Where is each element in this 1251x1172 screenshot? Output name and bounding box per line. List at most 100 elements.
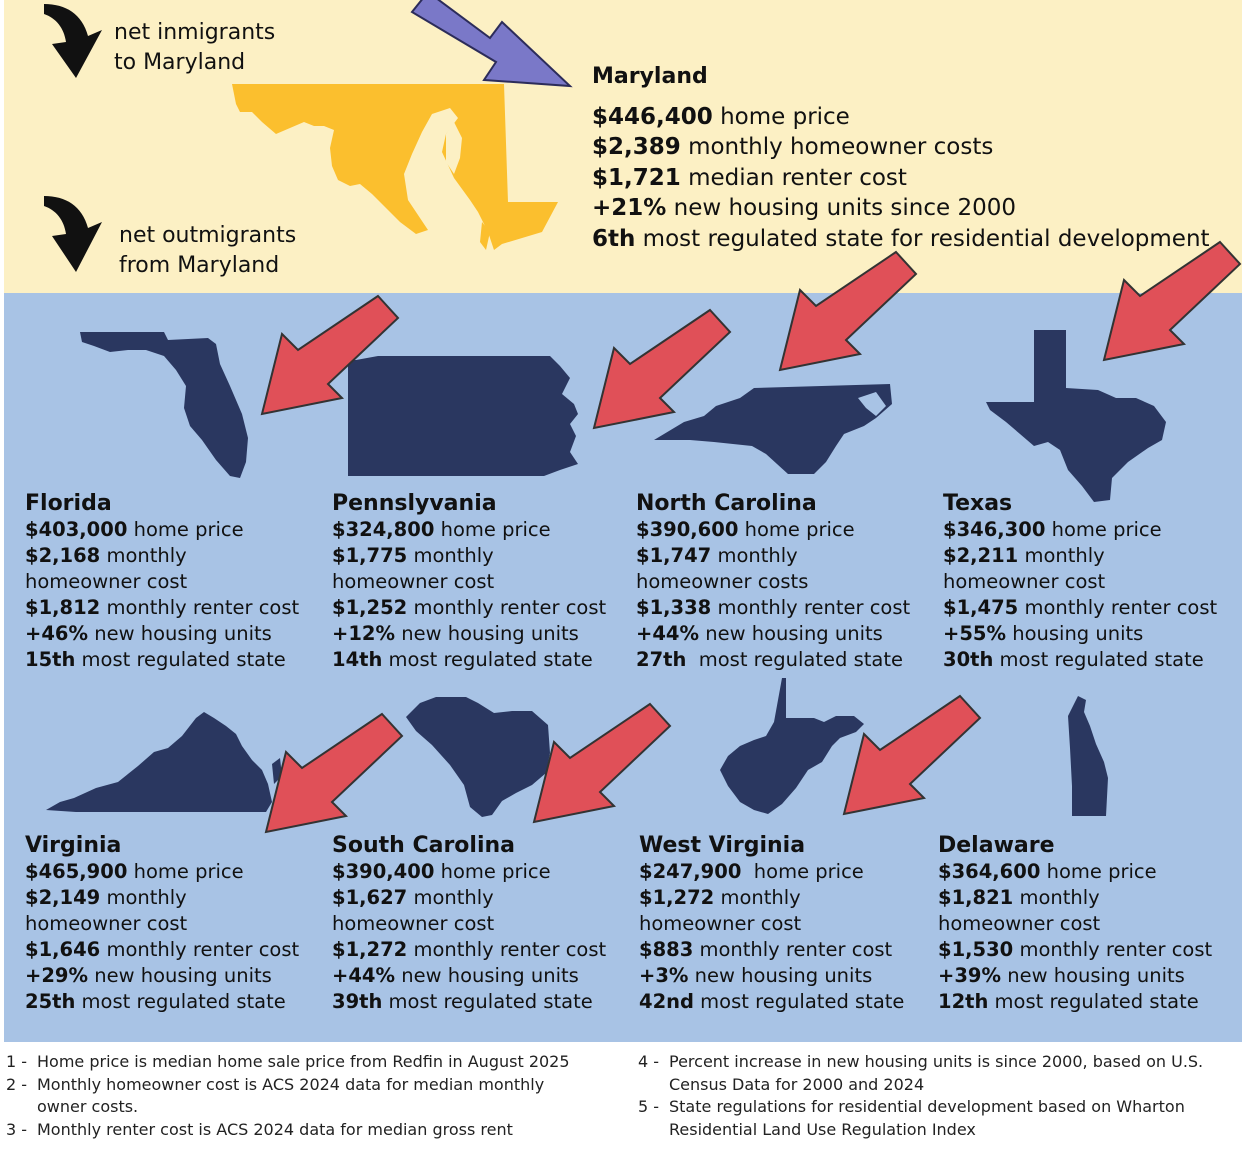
state-renter-cost: $1,812 monthly renter cost — [25, 596, 300, 619]
state-renter-cost: $1,272 monthly renter cost — [332, 938, 607, 961]
inmigrants-legend: net inmigrants to Maryland — [114, 20, 276, 75]
maryland-title: Maryland — [592, 64, 708, 89]
footnote: 1 - Home price is median home sale price … — [6, 1052, 570, 1071]
state-pennsylvania: Pennslyvania $324,800 home price $1,775 … — [332, 490, 606, 673]
state-west-virginia: West Virginia $247,900 home price $1,272… — [639, 832, 904, 1015]
state-owner-cost: $2,168 monthly — [25, 544, 187, 567]
outmigrant-arrow-pennsylvania-icon — [592, 308, 732, 430]
state-renter-cost: $1,338 monthly renter cost — [636, 596, 911, 619]
state-housing-units: +29% new housing units — [25, 964, 272, 987]
outmigrant-arrow-texas-icon — [1102, 240, 1242, 362]
maryland-owner-cost: $2,389 monthly homeowner costs — [592, 134, 994, 161]
state-owner-cost: $1,747 monthly — [636, 544, 798, 567]
state-florida: Florida $403,000 home price $2,168 month… — [25, 490, 299, 673]
state-renter-cost: $883 monthly renter cost — [639, 938, 893, 961]
state-owner-cost-label: homeowner cost — [639, 912, 802, 935]
state-regulation: 14th most regulated state — [332, 648, 593, 671]
state-regulation: 27th most regulated state — [636, 648, 903, 671]
state-name: Virginia — [25, 833, 122, 858]
state-regulation: 25th most regulated state — [25, 990, 286, 1013]
inmigrant-arrow-icon — [410, 0, 573, 88]
state-owner-cost-label: homeowner cost — [25, 912, 188, 935]
outmigrant-arrow-south-carolina-icon — [532, 702, 672, 824]
state-owner-cost-label: homeowner costs — [636, 570, 809, 593]
state-housing-units: +44% new housing units — [332, 964, 579, 987]
state-home-price: $403,000 home price — [25, 518, 244, 541]
state-home-price: $390,600 home price — [636, 518, 855, 541]
pennsylvania-map — [348, 356, 578, 476]
state-home-price: $247,900 home price — [639, 860, 864, 883]
state-owner-cost: $1,775 monthly — [332, 544, 494, 567]
state-name: Texas — [943, 491, 1013, 516]
state-name: Pennslyvania — [332, 491, 497, 516]
state-housing-units: +12% new housing units — [332, 622, 579, 645]
state-owner-cost-label: homeowner cost — [938, 912, 1101, 935]
texas-map — [986, 330, 1166, 502]
south-carolina-map — [406, 697, 550, 817]
state-name: West Virginia — [639, 833, 806, 858]
inmigrants-legend-arrow-icon — [44, 4, 102, 78]
delaware-map — [1068, 696, 1108, 816]
state-housing-units: +46% new housing units — [25, 622, 272, 645]
state-texas: Texas $346,300 home price $2,211 monthly… — [943, 490, 1217, 673]
state-housing-units: +55% housing units — [943, 622, 1144, 645]
state-home-price: $390,400 home price — [332, 860, 551, 883]
state-home-price: $465,900 home price — [25, 860, 244, 883]
state-owner-cost: $2,149 monthly — [25, 886, 187, 909]
state-renter-cost: $1,646 monthly renter cost — [25, 938, 300, 961]
state-name: Delaware — [938, 833, 1055, 858]
state-owner-cost: $1,627 monthly — [332, 886, 494, 909]
state-name: North Carolina — [636, 491, 817, 516]
footnote: 3 - Monthly renter cost is ACS 2024 data … — [6, 1119, 513, 1139]
state-owner-cost: $2,211 monthly — [943, 544, 1105, 567]
state-housing-units: +3% new housing units — [639, 964, 873, 987]
florida-map — [80, 332, 248, 478]
footnote: 5 - State regulations for residential dev… — [638, 1097, 1185, 1139]
state-owner-cost: $1,821 monthly — [938, 886, 1100, 909]
state-housing-units: +39% new housing units — [938, 964, 1185, 987]
state-regulation: 39th most regulated state — [332, 990, 593, 1013]
north-carolina-map — [654, 384, 892, 474]
state-regulation: 30th most regulated state — [943, 648, 1204, 671]
footnotes-right: 4 - Percent increase in new housing units… — [638, 1051, 1238, 1141]
state-name: South Carolina — [332, 833, 516, 858]
maryland-regulation: 6th most regulated state for residential… — [592, 225, 1210, 252]
footnote: 4 - Percent increase in new housing units… — [638, 1052, 1204, 1094]
maryland-renter-cost: $1,721 median renter cost — [592, 164, 907, 191]
state-owner-cost-label: homeowner cost — [943, 570, 1106, 593]
state-home-price: $324,800 home price — [332, 518, 551, 541]
state-owner-cost-label: homeowner cost — [332, 570, 495, 593]
outmigrant-arrow-virginia-icon — [264, 712, 404, 834]
footnotes-left: 1 - Home price is median home sale price … — [6, 1051, 606, 1141]
outmigrant-arrow-west-virginia-icon — [842, 694, 982, 816]
state-home-price: $364,600 home price — [938, 860, 1157, 883]
maryland-home-price: $446,400 home price — [592, 104, 850, 130]
state-north-carolina: North Carolina $390,600 home price $1,74… — [636, 490, 910, 673]
state-name: Florida — [25, 491, 112, 516]
state-regulation: 42nd most regulated state — [639, 990, 905, 1013]
state-owner-cost-label: homeowner cost — [25, 570, 188, 593]
maryland-housing-units: +21% new housing units since 2000 — [592, 195, 1017, 222]
state-renter-cost: $1,252 monthly renter cost — [332, 596, 607, 619]
state-home-price: $346,300 home price — [943, 518, 1162, 541]
state-virginia: Virginia $465,900 home price $2,149 mont… — [25, 832, 299, 1015]
state-renter-cost: $1,530 monthly renter cost — [938, 938, 1213, 961]
state-regulation: 15th most regulated state — [25, 648, 286, 671]
maryland-panel — [4, 0, 1242, 293]
state-delaware: Delaware $364,600 home price $1,821 mont… — [938, 832, 1212, 1015]
state-owner-cost-label: homeowner cost — [332, 912, 495, 935]
state-renter-cost: $1,475 monthly renter cost — [943, 596, 1218, 619]
outmigrants-legend: net outmigrants from Maryland — [119, 223, 297, 278]
outmigrants-legend-arrow-icon — [44, 196, 102, 272]
footnote: 2 - Monthly homeowner cost is ACS 2024 da… — [6, 1074, 545, 1117]
outmigrant-arrow-north-carolina-icon — [778, 250, 918, 372]
maryland-map — [232, 84, 558, 250]
state-owner-cost: $1,272 monthly — [639, 886, 801, 909]
outmigrant-arrow-florida-icon — [260, 294, 400, 416]
virginia-map — [46, 712, 282, 812]
state-housing-units: +44% new housing units — [636, 622, 883, 645]
state-regulation: 12th most regulated state — [938, 990, 1199, 1013]
maryland-stats: Maryland $446,400 home price $2,389 mont… — [592, 62, 1210, 254]
west-virginia-map — [720, 678, 864, 814]
state-south-carolina: South Carolina $390,400 home price $1,62… — [332, 832, 606, 1015]
